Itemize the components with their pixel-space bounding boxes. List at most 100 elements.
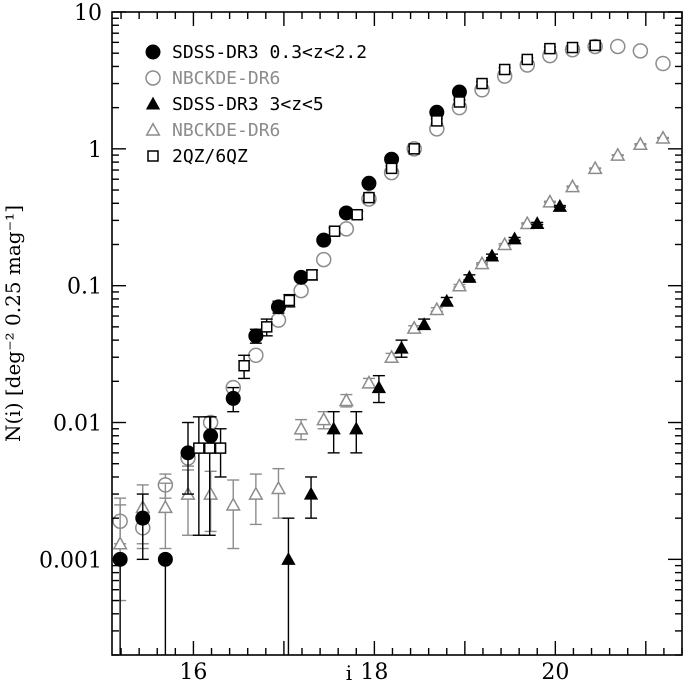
y-axis-label: N(i) [deg⁻² 0.25 mag⁻¹]: [1, 205, 25, 442]
legend-label: SDSS-DR3 3<z<5: [172, 94, 324, 115]
data-point: [544, 42, 556, 55]
data-point: [260, 321, 273, 333]
data-point: [270, 480, 287, 495]
y-tick-label: 1: [88, 138, 102, 163]
data-point: [338, 221, 355, 237]
data-point: [507, 231, 522, 245]
data-point: [293, 269, 309, 285]
data-point: [203, 442, 216, 454]
legend-item: NBCKDE-DR6: [145, 120, 280, 141]
legend-item: SDSS-DR3 0.3<z<2.2: [145, 42, 367, 63]
data-point: [416, 317, 432, 331]
data-point: [587, 160, 603, 175]
y-tick-label: 10: [74, 1, 102, 26]
data-point: [361, 374, 377, 389]
data-point: [225, 497, 241, 511]
legend-label: NBCKDE-DR6: [172, 120, 280, 141]
legend-label: NBCKDE-DR6: [172, 68, 280, 89]
series-open-triangle: [112, 130, 671, 602]
data-point: [316, 411, 332, 426]
data-point: [610, 38, 626, 55]
legend-item: 2QZ/6QZ: [147, 146, 248, 167]
data-point: [564, 178, 581, 193]
data-point: [406, 320, 422, 334]
data-series-layer: [112, 38, 671, 655]
data-point: [408, 143, 420, 155]
legend-marker: [147, 150, 159, 162]
x-tick-label: 20: [541, 660, 569, 682]
data-point: [351, 208, 363, 221]
series-open-circle: [112, 38, 671, 550]
legend-label: SDSS-DR3 0.3<z<2.2: [172, 42, 367, 63]
legend-item: NBCKDE-DR6: [145, 68, 280, 89]
data-point: [316, 232, 332, 248]
data-point: [157, 499, 173, 514]
data-point: [476, 77, 488, 90]
data-point: [566, 41, 579, 54]
x-tick-label: 18: [360, 660, 388, 682]
data-point: [521, 53, 534, 66]
data-point: [394, 340, 409, 354]
data-point: [589, 39, 601, 52]
data-point: [429, 301, 445, 316]
data-point: [306, 269, 318, 281]
data-point: [238, 359, 250, 372]
data-point: [451, 277, 468, 292]
series-filled-triangle: [281, 199, 568, 655]
data-point: [281, 552, 296, 565]
data-point: [193, 442, 205, 454]
data-point: [180, 445, 196, 461]
data-point: [338, 392, 354, 407]
data-point: [498, 63, 511, 76]
data-point: [203, 428, 219, 444]
data-point: [530, 216, 545, 229]
data-point: [225, 390, 241, 406]
x-tick-label: 16: [179, 660, 207, 682]
data-point: [632, 136, 648, 151]
data-point: [484, 248, 500, 262]
y-tick-label: 0.01: [53, 412, 102, 437]
data-point: [303, 486, 319, 500]
data-point: [655, 130, 671, 144]
data-point: [439, 293, 454, 307]
series-open-square: [192, 39, 602, 536]
data-point: [383, 349, 400, 364]
plot-frame: [111, 11, 683, 656]
data-point: [248, 486, 264, 500]
data-point: [135, 510, 151, 526]
data-point: [610, 147, 626, 161]
data-point: [371, 380, 387, 394]
data-point: [248, 347, 264, 364]
legend-label: 2QZ/6QZ: [172, 146, 248, 167]
legend-marker: [145, 122, 161, 136]
data-point: [293, 420, 309, 435]
data-point: [157, 551, 173, 567]
data-point: [270, 312, 287, 328]
data-point: [349, 421, 364, 435]
y-tick-label: 0.001: [39, 548, 102, 573]
legend-marker: [145, 70, 161, 86]
data-point: [542, 193, 558, 208]
data-point: [328, 225, 341, 237]
legend-item: SDSS-DR3 3<z<5: [145, 94, 324, 115]
data-point: [293, 282, 309, 299]
legend: SDSS-DR3 0.3<z<2.2 NBCKDE-DR6 SDSS-DR3 3<z…: [145, 42, 367, 167]
data-point: [385, 162, 398, 175]
data-point: [326, 421, 341, 435]
data-point: [283, 294, 296, 307]
legend-marker: [145, 96, 161, 110]
data-point: [655, 55, 671, 72]
series-filled-circle: [112, 84, 467, 655]
data-point: [632, 43, 649, 59]
data-point: [112, 535, 128, 550]
data-point: [474, 255, 490, 270]
data-point: [214, 442, 227, 454]
data-point: [431, 115, 443, 127]
data-point: [361, 175, 377, 191]
data-point: [519, 215, 535, 230]
data-point: [453, 96, 466, 108]
data-point: [203, 486, 219, 500]
x-axis-label: i: [346, 661, 352, 682]
